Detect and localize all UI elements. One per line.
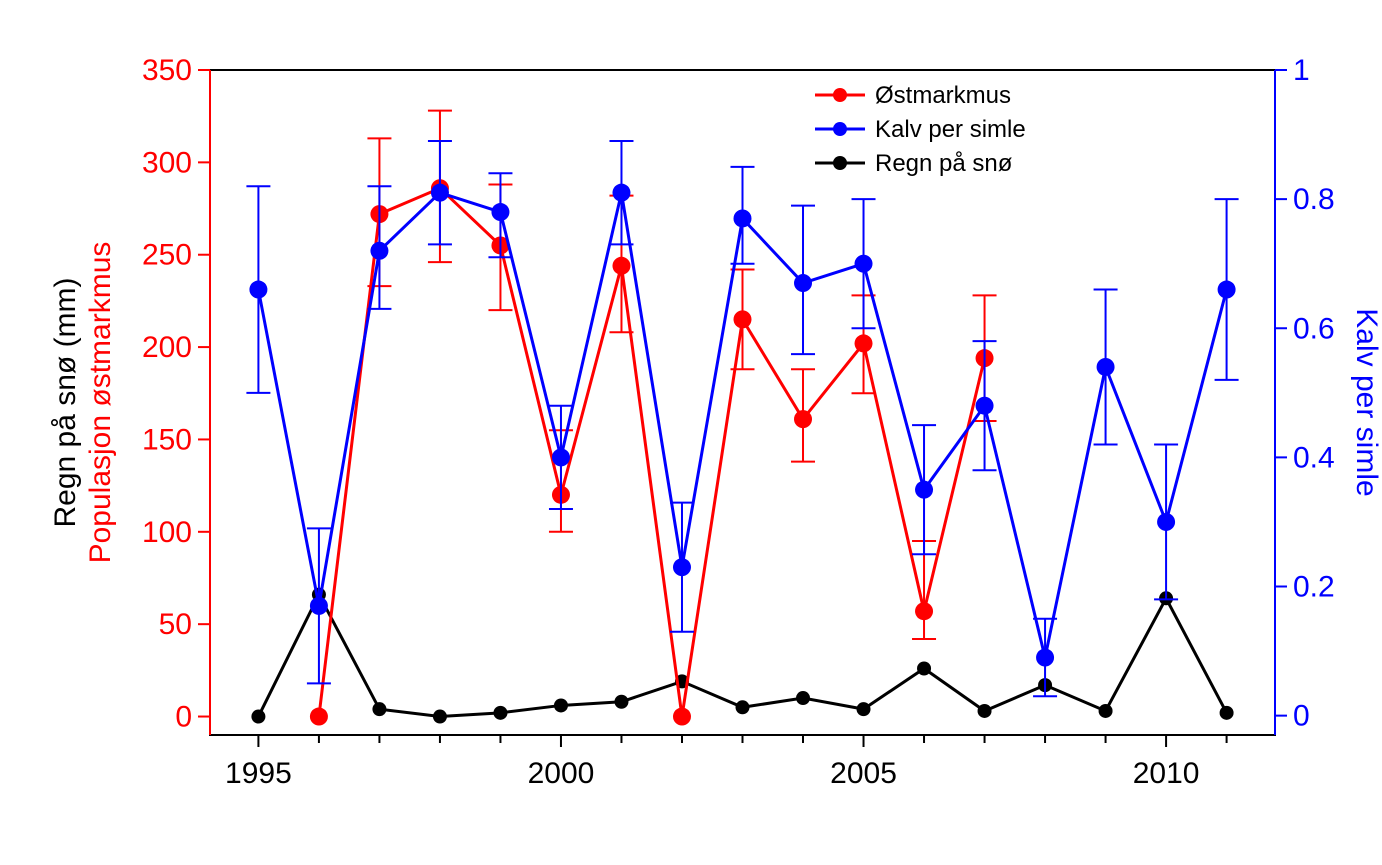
marker-kalv [734,209,752,227]
marker-kalv [310,597,328,615]
marker-regn [1099,704,1113,718]
x-tick-label: 1995 [225,757,292,790]
y-left-label-red: Populasjon østmarkmus [84,242,117,564]
marker-regn [433,710,447,724]
marker-regn [736,700,750,714]
y-left-tick-label: 350 [142,54,192,87]
marker-regn [1220,706,1234,720]
series-regn [251,588,1233,724]
legend-label: Østmarkmus [875,82,1011,109]
marker-kalv [552,448,570,466]
legend: Østmarkmus Kalv per simle Regn på snø [815,82,1026,177]
marker-ostmarkmus [612,257,630,275]
marker-kalv [976,397,994,415]
y-right-tick-label: 1 [1293,54,1310,87]
line-regn [258,595,1226,717]
y-left-tick-label: 250 [142,239,192,272]
legend-label: Kalv per simle [875,116,1026,143]
marker-regn [614,695,628,709]
marker-regn [493,706,507,720]
y-right-tick-label: 0.8 [1293,183,1335,216]
marker-kalv [794,274,812,292]
y-right-tick-label: 0.2 [1293,571,1335,604]
marker-kalv [612,184,630,202]
marker-kalv [915,481,933,499]
y-left-tick-label: 300 [142,146,192,179]
chart-container: 1995 2000 2005 2010 0 50 100 150 200 250 300 350 0 0.… [0,0,1382,865]
marker-kalv [1036,649,1054,667]
legend-label: Regn på snø [875,150,1013,177]
legend-marker [833,88,847,102]
marker-ostmarkmus [734,310,752,328]
marker-ostmarkmus [310,708,328,726]
marker-kalv [1097,358,1115,376]
series-ostmarkmus [310,111,997,726]
marker-ostmarkmus [855,334,873,352]
marker-regn [796,691,810,705]
marker-ostmarkmus [673,708,691,726]
marker-kalv [673,558,691,576]
marker-kalv [431,184,449,202]
x-tick-label: 2010 [1133,757,1200,790]
marker-regn [251,710,265,724]
y-left-tick-label: 150 [142,423,192,456]
y-left-tick-label: 100 [142,516,192,549]
y-right-label: Kalv per simle [1350,308,1382,496]
marker-kalv [1218,281,1236,299]
marker-regn [917,662,931,676]
marker-kalv [855,255,873,273]
y-left-tick-label: 200 [142,331,192,364]
y-right-tick-label: 0 [1293,700,1310,733]
marker-regn [554,698,568,712]
marker-ostmarkmus [915,602,933,620]
y-left-tick-label: 0 [175,701,192,734]
x-tick-label: 2000 [528,757,595,790]
marker-kalv [491,203,509,221]
y-left-tick-label: 50 [159,608,192,641]
marker-regn [372,702,386,716]
chart-svg: 1995 2000 2005 2010 0 50 100 150 200 250 300 350 0 0.… [0,0,1382,865]
marker-kalv [249,281,267,299]
y-right-tick-label: 0.4 [1293,441,1335,474]
marker-regn [857,702,871,716]
marker-kalv [370,242,388,260]
legend-marker [833,156,847,170]
marker-ostmarkmus [794,410,812,428]
x-tick-label: 2005 [830,757,897,790]
y-right-tick-label: 0.6 [1293,312,1335,345]
line-ostmarkmus [319,188,985,716]
y-left-label-black: Regn på snø (mm) [49,277,82,527]
series-kalv [246,141,1238,696]
marker-kalv [1157,513,1175,531]
marker-regn [978,704,992,718]
legend-marker [833,122,847,136]
